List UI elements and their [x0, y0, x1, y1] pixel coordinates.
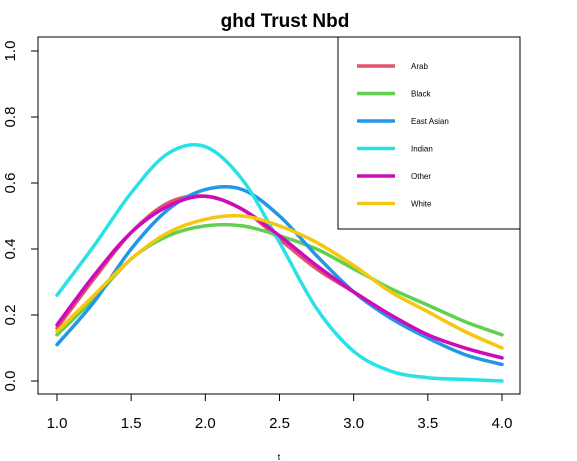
legend-label-indian: Indian [411, 145, 433, 154]
series-lines [55, 143, 504, 383]
legend-label-east-asian: East Asian [411, 117, 449, 126]
legend: Arab Black East Asian Indian Other White [337, 36, 521, 230]
y-tick-label: 0.2 [2, 305, 19, 326]
x-axis: 1.0 1.5 2.0 2.5 3.0 3.5 4.0 [47, 393, 513, 432]
y-tick-label: 0.6 [2, 173, 19, 194]
legend-label-arab: Arab [411, 62, 428, 71]
series-line-other [55, 194, 504, 360]
x-tick-label: 2.5 [269, 415, 290, 432]
x-tick-label: 3.5 [417, 415, 438, 432]
x-axis-label: t [278, 452, 281, 461]
x-tick-label: 2.0 [195, 415, 216, 432]
series-line-white [55, 213, 504, 350]
y-tick-label: 0.4 [2, 239, 19, 260]
x-tick-label: 4.0 [492, 415, 513, 432]
y-tick-label: 1.0 [2, 41, 19, 62]
legend-label-white: White [411, 200, 432, 209]
legend-box [337, 36, 521, 230]
x-tick-label: 1.5 [121, 415, 142, 432]
x-tick-label: 3.0 [343, 415, 364, 432]
legend-label-black: Black [411, 90, 432, 99]
series-line-indian [55, 143, 504, 383]
series-line-east-asian [55, 184, 504, 367]
y-tick-label: 0.8 [2, 107, 19, 128]
y-axis: 0.0 0.2 0.4 0.6 0.8 1.0 [2, 41, 39, 392]
chart-title: ghd Trust Nbd [221, 11, 350, 32]
y-tick-label: 0.0 [2, 371, 19, 392]
x-tick-label: 1.0 [47, 415, 68, 432]
legend-label-other: Other [411, 172, 431, 181]
